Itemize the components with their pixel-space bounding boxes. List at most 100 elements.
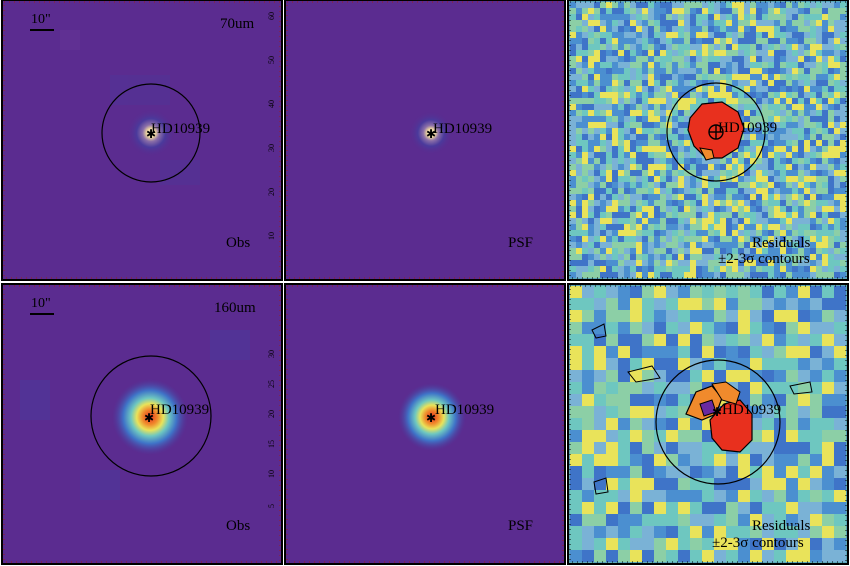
- noise-pixel: [600, 230, 606, 236]
- noise-pixel: [804, 74, 810, 80]
- noise-pixel: [582, 254, 588, 260]
- noise-pixel: [816, 104, 822, 110]
- noise-pixel: [612, 146, 618, 152]
- noise-pixel: [792, 128, 798, 134]
- noise-pixel: [828, 218, 834, 224]
- noise-pixel: [750, 514, 762, 526]
- noise-pixel: [744, 134, 750, 140]
- noise-pixel: [822, 538, 834, 550]
- source-blob: [112, 379, 188, 455]
- noise-pixel: [618, 182, 624, 188]
- noise-pixel: [570, 176, 576, 182]
- noise-pixel: [774, 56, 780, 62]
- noise-pixel: [750, 334, 762, 346]
- noise-pixel: [798, 20, 804, 26]
- noise-pixel: [678, 92, 684, 98]
- noise-pixel: [756, 92, 762, 98]
- noise-pixel: [570, 128, 576, 134]
- noise-pixel: [750, 134, 756, 140]
- residual-peak: [709, 399, 753, 453]
- noise-pixel: [810, 502, 822, 514]
- noise-pixel: [690, 14, 696, 20]
- noise-pixel: [828, 98, 834, 104]
- noise-pixel: [642, 128, 648, 134]
- noise-pixel: [648, 134, 654, 140]
- noise-pixel: [810, 538, 822, 550]
- noise-pixel: [762, 14, 768, 20]
- noise-pixel: [810, 110, 816, 116]
- noise-pixel: [738, 110, 744, 116]
- noise-pixel: [768, 56, 774, 62]
- noise-pixel: [642, 266, 648, 272]
- noise-pixel: [792, 188, 798, 194]
- noise-pixel: [834, 502, 846, 514]
- panel-obs-160um: ✱ HD10939 160um Obs 10": [1, 283, 283, 565]
- noise-pixel: [726, 188, 732, 194]
- noise-pixel: [810, 334, 822, 346]
- noise-pixel: [678, 146, 684, 152]
- noise-pixel: [810, 170, 816, 176]
- noise-pixel: [768, 230, 774, 236]
- noise-pixel: [600, 116, 606, 122]
- noise-pixel: [786, 310, 798, 322]
- noise-pixel: [684, 134, 690, 140]
- noise-pixel: [606, 218, 612, 224]
- noise-pixel: [840, 86, 846, 92]
- noise-pixel: [630, 116, 636, 122]
- noise-pixel: [750, 526, 762, 538]
- noise-pixel: [720, 74, 726, 80]
- noise-pixel: [690, 538, 702, 550]
- noise-pixel: [732, 254, 738, 260]
- noise-pixel: [726, 514, 738, 526]
- noise-pixel: [600, 218, 606, 224]
- noise-pixel: [822, 206, 828, 212]
- noise-pixel: [570, 212, 576, 218]
- noise-pixel: [762, 286, 774, 298]
- noise-pixel: [816, 134, 822, 140]
- noise-pixel: [738, 32, 744, 38]
- tick-label: 30: [267, 144, 276, 152]
- noise-pixel: [630, 298, 642, 310]
- noise-pixel: [576, 26, 582, 32]
- noise-pixel: [654, 272, 660, 278]
- noise-pixel: [756, 230, 762, 236]
- noise-pixel: [666, 454, 678, 466]
- noise-pixel: [750, 182, 756, 188]
- noise-pixel: [810, 322, 822, 334]
- noise-pixel: [570, 242, 576, 248]
- noise-pixel: [690, 8, 696, 14]
- noise-pixel: [648, 104, 654, 110]
- noise-pixel: [648, 110, 654, 116]
- noise-pixel: [732, 272, 738, 278]
- noise-pixel: [840, 218, 846, 224]
- noise-pixel: [762, 442, 774, 454]
- noise-pixel: [750, 212, 756, 218]
- scale-bar-label: 10": [31, 296, 51, 311]
- noise-pixel: [690, 310, 702, 322]
- noise-pixel: [726, 200, 732, 206]
- noise-pixel: [786, 86, 792, 92]
- noise-pixel: [834, 38, 840, 44]
- noise-pixel: [654, 74, 660, 80]
- noise-pixel: [810, 430, 822, 442]
- noise-pixel: [678, 14, 684, 20]
- noise-pixel: [798, 490, 810, 502]
- noise-pixel: [804, 68, 810, 74]
- noise-pixel: [756, 260, 762, 266]
- noise-pixel: [666, 140, 672, 146]
- noise-pixel: [696, 188, 702, 194]
- noise-pixel: [582, 370, 594, 382]
- noise-pixel: [618, 170, 624, 176]
- noise-pixel: [642, 206, 648, 212]
- noise-pixel: [702, 236, 708, 242]
- noise-pixel: [720, 170, 726, 176]
- noise-pixel: [840, 32, 846, 38]
- noise-pixel: [774, 104, 780, 110]
- noise-pixel: [570, 310, 582, 322]
- noise-pixel: [774, 260, 780, 266]
- noise-pixel: [642, 188, 648, 194]
- noise-pixel: [780, 20, 786, 26]
- noise-pixel: [780, 2, 786, 8]
- noise-pixel: [618, 418, 630, 430]
- noise-pixel: [678, 140, 684, 146]
